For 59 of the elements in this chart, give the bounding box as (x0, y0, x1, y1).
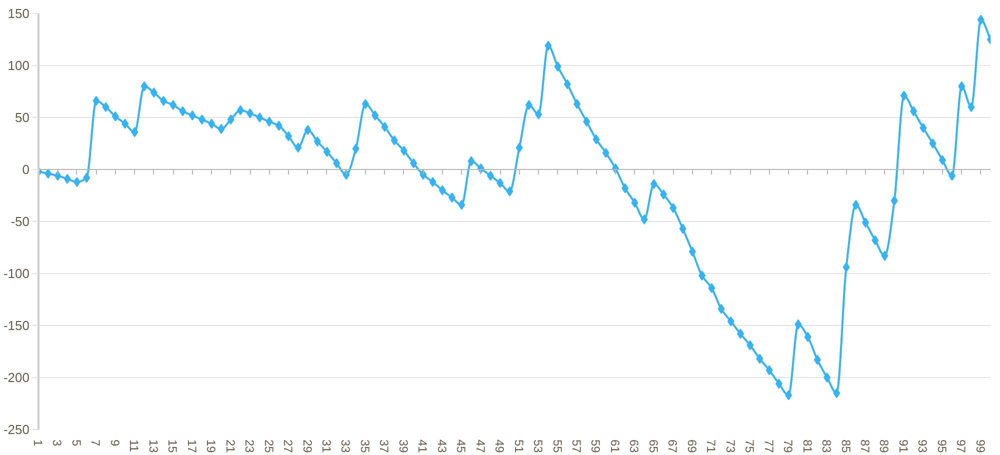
x-tick-label: 1 (31, 440, 45, 446)
x-tick-label: 51 (512, 440, 526, 454)
x-tick-label: 33 (338, 440, 353, 454)
x-tick-label: 39 (396, 440, 410, 454)
x-tick-label: 47 (473, 440, 488, 454)
x-tick-label: 83 (820, 440, 834, 454)
y-tick-label: -250 (3, 422, 30, 437)
x-tick-label: 57 (570, 440, 584, 454)
x-tick-label: 53 (531, 440, 546, 454)
x-tick-label: 11 (127, 440, 142, 452)
x-tick-label: 63 (627, 440, 642, 454)
x-tick-label: 45 (454, 440, 468, 454)
x-tick-label: 91 (896, 440, 910, 454)
x-tick-label: 67 (666, 440, 680, 454)
y-tick-label: 50 (15, 110, 30, 125)
x-tick-label: 81 (800, 440, 814, 454)
y-tick-label: 100 (8, 58, 30, 73)
y-tick-label: 0 (22, 162, 30, 177)
x-tick-label: 97 (954, 440, 968, 454)
x-tick-label: 65 (646, 440, 660, 454)
x-tick-label: 41 (416, 440, 430, 454)
x-tick-label: 75 (742, 440, 757, 454)
x-tick-label: 59 (588, 440, 603, 454)
x-tick-label: 55 (550, 440, 564, 454)
x-tick-label: 15 (166, 440, 180, 454)
y-tick-label: -50 (10, 214, 30, 229)
x-tick-label: 61 (608, 440, 622, 454)
x-tick-label: 21 (223, 440, 238, 454)
x-tick-label: 31 (319, 440, 334, 454)
y-tick-label: 150 (8, 6, 30, 21)
x-tick-label: 5 (69, 440, 84, 446)
x-tick-label: 9 (108, 440, 122, 446)
y-tick-label: -200 (3, 370, 30, 385)
x-tick-label: 43 (434, 440, 449, 454)
x-tick-label: 3 (50, 440, 64, 446)
y-tick-label: -100 (3, 266, 30, 281)
x-tick-label: 29 (300, 440, 314, 454)
x-tick-label: 89 (877, 440, 892, 454)
x-tick-label: 27 (281, 440, 296, 454)
x-tick-label: 93 (916, 440, 930, 454)
x-tick-label: 35 (358, 440, 372, 454)
x-tick-label: 13 (146, 440, 160, 454)
x-tick-label: 37 (377, 440, 392, 454)
x-tick-label: 19 (204, 440, 218, 454)
x-tick-label: 25 (262, 440, 276, 454)
x-tick-label: 69 (684, 440, 699, 454)
x-tick-label: 95 (934, 440, 949, 454)
x-tick-label: 99 (973, 440, 988, 454)
x-tick-label: 49 (492, 440, 507, 454)
y-tick-label: -150 (3, 318, 30, 333)
x-tick-label: 23 (242, 440, 257, 454)
x-tick-label: 79 (781, 440, 796, 454)
x-tick-label: 7 (88, 440, 103, 446)
x-tick-label: 17 (184, 440, 199, 454)
x-tick-label: 87 (858, 440, 872, 454)
x-tick-label: 73 (723, 440, 738, 454)
x-tick-label: 77 (762, 440, 776, 454)
x-tick-label: 85 (838, 440, 853, 454)
x-tick-label: 71 (704, 440, 718, 454)
